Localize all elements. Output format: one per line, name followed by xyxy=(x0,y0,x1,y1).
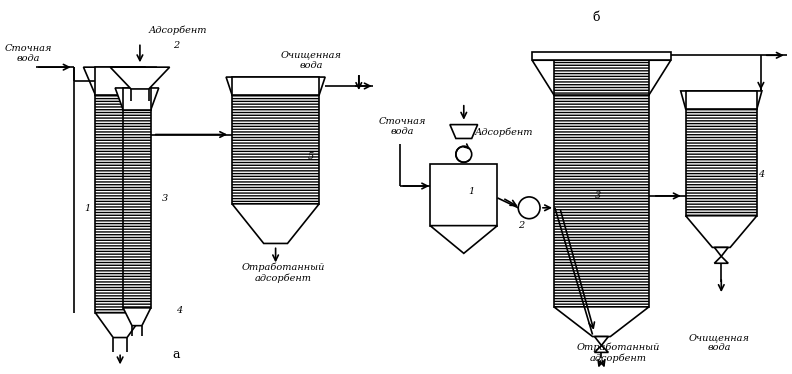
Bar xyxy=(430,164,497,226)
Text: Адсорбент: Адсорбент xyxy=(148,26,207,35)
Polygon shape xyxy=(680,91,762,109)
Polygon shape xyxy=(110,67,169,89)
Polygon shape xyxy=(595,346,608,352)
Text: 3: 3 xyxy=(596,191,602,200)
Polygon shape xyxy=(232,204,319,243)
Polygon shape xyxy=(95,313,145,338)
Text: 1: 1 xyxy=(84,204,90,213)
Text: 2: 2 xyxy=(173,41,180,50)
Text: 4: 4 xyxy=(758,170,764,179)
Text: б: б xyxy=(592,11,600,24)
Polygon shape xyxy=(115,88,158,110)
Polygon shape xyxy=(430,226,497,253)
Text: 4: 4 xyxy=(177,306,183,315)
Bar xyxy=(686,91,757,109)
Text: Сточная
вода: Сточная вода xyxy=(4,44,51,63)
Text: Очищенная
вода: Очищенная вода xyxy=(689,333,750,352)
Polygon shape xyxy=(554,307,649,337)
Polygon shape xyxy=(714,256,728,263)
Polygon shape xyxy=(532,60,671,95)
Bar xyxy=(554,60,649,95)
Polygon shape xyxy=(686,216,757,248)
Text: Отработанный
адсорбент: Отработанный адсорбент xyxy=(577,342,660,363)
Text: 2: 2 xyxy=(518,221,524,230)
Text: Отработанный
адсорбент: Отработанный адсорбент xyxy=(242,263,326,283)
Text: Сточная
вода: Сточная вода xyxy=(379,117,426,136)
Polygon shape xyxy=(595,337,608,346)
Text: Адсорбент: Адсорбент xyxy=(474,128,533,137)
Polygon shape xyxy=(83,67,157,95)
Text: 3: 3 xyxy=(162,194,168,203)
Bar xyxy=(232,95,319,204)
Bar xyxy=(95,95,145,313)
Polygon shape xyxy=(450,125,478,138)
Polygon shape xyxy=(714,248,728,256)
Bar xyxy=(686,109,757,216)
Polygon shape xyxy=(226,77,326,95)
Bar xyxy=(95,67,145,95)
Text: 1: 1 xyxy=(469,187,475,196)
Text: Очищенная
вода: Очищенная вода xyxy=(280,50,342,70)
Polygon shape xyxy=(123,308,150,326)
Bar xyxy=(532,52,671,60)
Bar xyxy=(554,95,649,307)
Bar xyxy=(232,77,319,95)
Text: 5: 5 xyxy=(308,152,314,161)
Text: а: а xyxy=(173,348,181,361)
Bar xyxy=(123,110,150,308)
Bar xyxy=(123,88,150,110)
